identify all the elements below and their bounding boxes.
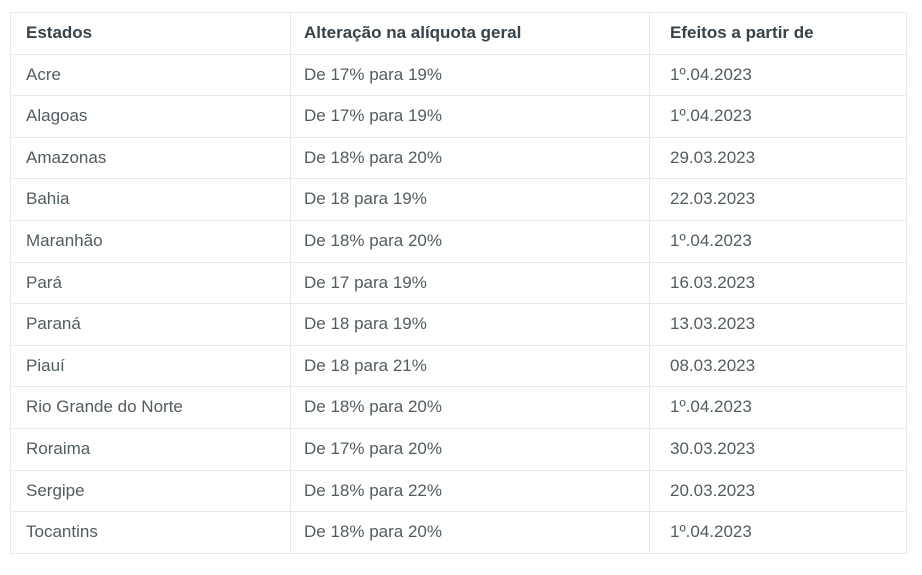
table-row: Roraima De 17% para 20% 30.03.2023 bbox=[10, 427, 907, 471]
cell-estado: Piauí bbox=[10, 344, 291, 388]
cell-efeitos: 1º.04.2023 bbox=[649, 386, 907, 429]
cell-efeitos: 29.03.2023 bbox=[649, 136, 907, 180]
table-row: Amazonas De 18% para 20% 29.03.2023 bbox=[10, 136, 907, 180]
table-row: Acre De 17% para 19% 1º.04.2023 bbox=[10, 53, 907, 97]
table-row: Rio Grande do Norte De 18% para 20% 1º.0… bbox=[10, 386, 907, 429]
table-row: Alagoas De 17% para 19% 1º.04.2023 bbox=[10, 95, 907, 138]
column-header-alteracao-aliquota: Alteração na alíquota geral bbox=[290, 12, 650, 55]
cell-alteracao: De 17% para 20% bbox=[290, 427, 650, 471]
cell-estado: Amazonas bbox=[10, 136, 291, 180]
table-row: Bahia De 18 para 19% 22.03.2023 bbox=[10, 178, 907, 221]
table-row: Piauí De 18 para 21% 08.03.2023 bbox=[10, 344, 907, 388]
table-row: Tocantins De 18% para 20% 1º.04.2023 bbox=[10, 511, 907, 554]
cell-alteracao: De 17% para 19% bbox=[290, 95, 650, 138]
cell-efeitos: 1º.04.2023 bbox=[649, 53, 907, 97]
cell-alteracao: De 18 para 19% bbox=[290, 178, 650, 221]
cell-alteracao: De 18% para 20% bbox=[290, 219, 650, 263]
cell-alteracao: De 18% para 20% bbox=[290, 136, 650, 180]
cell-efeitos: 13.03.2023 bbox=[649, 303, 907, 346]
table-header: Estados Alteração na alíquota geral Efei… bbox=[10, 12, 907, 55]
table-row: Paraná De 18 para 19% 13.03.2023 bbox=[10, 303, 907, 346]
table-body: Acre De 17% para 19% 1º.04.2023 Alagoas … bbox=[10, 53, 907, 554]
cell-estado: Sergipe bbox=[10, 469, 291, 513]
header-row: Estados Alteração na alíquota geral Efei… bbox=[10, 12, 907, 55]
cell-efeitos: 1º.04.2023 bbox=[649, 95, 907, 138]
cell-efeitos: 16.03.2023 bbox=[649, 261, 907, 305]
cell-alteracao: De 18% para 22% bbox=[290, 469, 650, 513]
cell-estado: Pará bbox=[10, 261, 291, 305]
cell-alteracao: De 18% para 20% bbox=[290, 511, 650, 554]
icms-rate-changes-table: Estados Alteração na alíquota geral Efei… bbox=[10, 12, 907, 554]
cell-estado: Maranhão bbox=[10, 219, 291, 263]
cell-alteracao: De 17 para 19% bbox=[290, 261, 650, 305]
cell-estado: Rio Grande do Norte bbox=[10, 386, 291, 429]
cell-estado: Acre bbox=[10, 53, 291, 97]
cell-efeitos: 30.03.2023 bbox=[649, 427, 907, 471]
cell-alteracao: De 18 para 21% bbox=[290, 344, 650, 388]
cell-estado: Roraima bbox=[10, 427, 291, 471]
cell-alteracao: De 18% para 20% bbox=[290, 386, 650, 429]
table-row: Maranhão De 18% para 20% 1º.04.2023 bbox=[10, 219, 907, 263]
cell-estado: Paraná bbox=[10, 303, 291, 346]
cell-efeitos: 1º.04.2023 bbox=[649, 511, 907, 554]
cell-alteracao: De 18 para 19% bbox=[290, 303, 650, 346]
cell-estado: Bahia bbox=[10, 178, 291, 221]
cell-efeitos: 20.03.2023 bbox=[649, 469, 907, 513]
cell-efeitos: 08.03.2023 bbox=[649, 344, 907, 388]
column-header-estados: Estados bbox=[10, 12, 291, 55]
cell-estado: Alagoas bbox=[10, 95, 291, 138]
cell-alteracao: De 17% para 19% bbox=[290, 53, 650, 97]
table-row: Sergipe De 18% para 22% 20.03.2023 bbox=[10, 469, 907, 513]
table-row: Pará De 17 para 19% 16.03.2023 bbox=[10, 261, 907, 305]
cell-efeitos: 1º.04.2023 bbox=[649, 219, 907, 263]
cell-efeitos: 22.03.2023 bbox=[649, 178, 907, 221]
cell-estado: Tocantins bbox=[10, 511, 291, 554]
column-header-efeitos: Efeitos a partir de bbox=[649, 12, 907, 55]
